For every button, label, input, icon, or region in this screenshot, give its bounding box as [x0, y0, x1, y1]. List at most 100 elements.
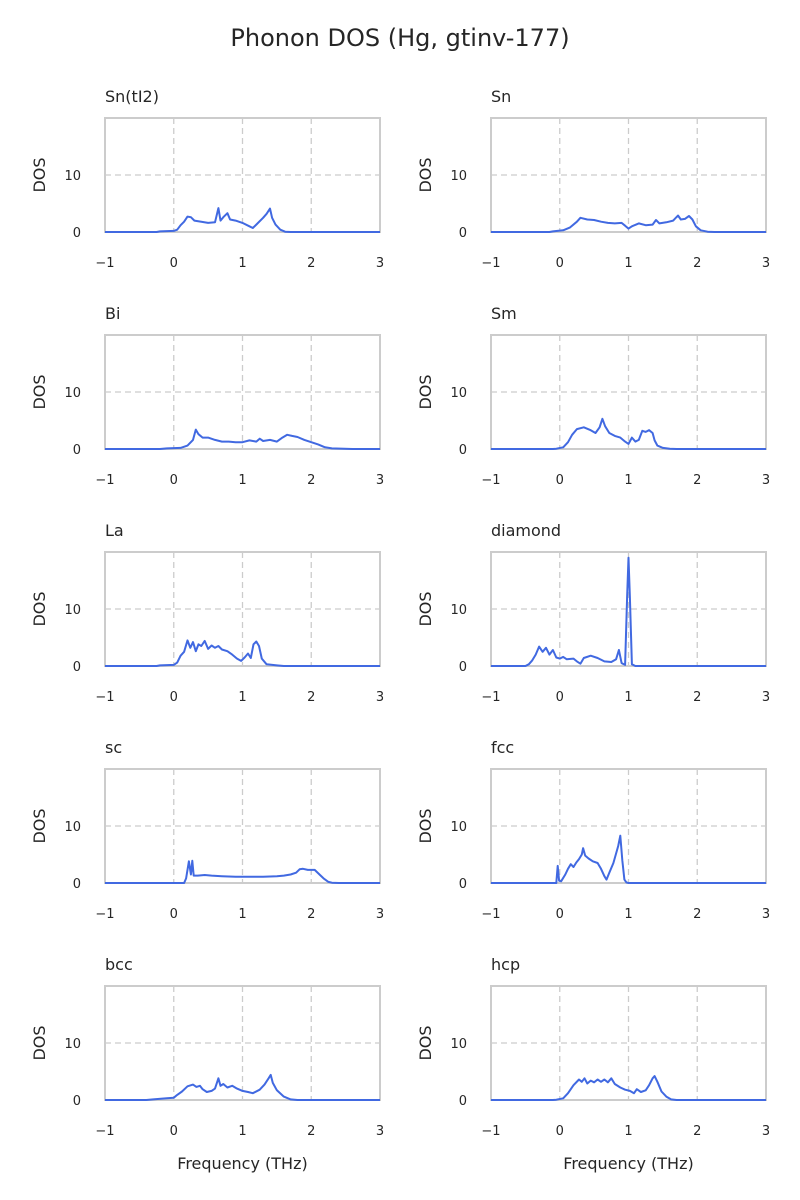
subplot-title: Sn(tI2)	[105, 87, 159, 106]
x-tick-label: 0	[170, 1124, 178, 1139]
x-tick-label: 3	[762, 690, 770, 705]
y-tick-label: 10	[64, 820, 81, 835]
subplot-9: −1 0 1 2 3 0 10 bcc DOS Frequency (THz)	[30, 955, 384, 1173]
x-tick-label: 1	[238, 473, 246, 488]
x-tick-label: 2	[307, 1124, 315, 1139]
x-tick-label: 3	[376, 690, 384, 705]
x-tick-label: 2	[693, 473, 701, 488]
y-axis-label: DOS	[30, 808, 49, 843]
x-tick-label: 3	[762, 907, 770, 922]
x-tick-label: 3	[762, 473, 770, 488]
subplot-2: −1 0 1 2 3 0 10 Sn DOS	[416, 87, 770, 271]
y-tick-label: 0	[73, 660, 81, 675]
figure-title: Phonon DOS (Hg, gtinv-177)	[230, 24, 569, 52]
subplot-3: −1 0 1 2 3 0 10 Bi DOS	[30, 304, 384, 488]
x-tick-label: 0	[170, 256, 178, 271]
subplot-title: Sm	[491, 304, 517, 323]
x-tick-label: −1	[95, 256, 114, 271]
subplot-10: −1 0 1 2 3 0 10 hcp DOS Frequency (THz)	[416, 955, 770, 1173]
y-axis-label: DOS	[416, 157, 435, 192]
dos-curve	[105, 639, 380, 667]
y-tick-label: 0	[73, 226, 81, 241]
x-tick-label: 2	[307, 256, 315, 271]
y-tick-label: 10	[64, 1037, 81, 1052]
subplot-8: −1 0 1 2 3 0 10 fcc DOS	[416, 738, 770, 922]
dos-curve	[491, 417, 766, 450]
x-tick-label: −1	[481, 256, 500, 271]
subplot-title: hcp	[491, 955, 520, 974]
x-tick-label: 0	[170, 473, 178, 488]
y-axis-label: DOS	[416, 808, 435, 843]
x-tick-label: 1	[238, 907, 246, 922]
x-tick-label: 0	[556, 907, 564, 922]
y-tick-label: 10	[450, 1037, 467, 1052]
x-tick-label: −1	[481, 907, 500, 922]
y-axis-label: DOS	[416, 591, 435, 626]
x-tick-label: 1	[238, 690, 246, 705]
subplot-title: bcc	[105, 955, 133, 974]
x-tick-label: 2	[693, 690, 701, 705]
x-tick-label: 3	[376, 256, 384, 271]
y-axis-label: DOS	[30, 1025, 49, 1060]
x-axis-label: Frequency (THz)	[563, 1154, 693, 1173]
y-axis-label: DOS	[30, 591, 49, 626]
y-tick-label: 0	[459, 226, 467, 241]
y-tick-label: 10	[64, 603, 81, 618]
y-axis-label: DOS	[30, 157, 49, 192]
y-tick-label: 10	[64, 386, 81, 401]
subplot-6: −1 0 1 2 3 0 10 diamond DOS	[416, 521, 770, 705]
y-tick-label: 0	[73, 1094, 81, 1109]
y-tick-label: 10	[450, 820, 467, 835]
subplot-5: −1 0 1 2 3 0 10 La DOS	[30, 521, 384, 705]
x-tick-label: 0	[556, 1124, 564, 1139]
y-axis-label: DOS	[416, 374, 435, 409]
x-tick-label: 1	[624, 256, 632, 271]
y-axis-label: DOS	[30, 374, 49, 409]
x-tick-label: 0	[170, 690, 178, 705]
y-tick-label: 10	[450, 169, 467, 184]
x-tick-label: 1	[624, 473, 632, 488]
x-tick-label: 2	[693, 256, 701, 271]
x-tick-label: 1	[624, 1124, 632, 1139]
subplot-7: −1 0 1 2 3 0 10 sc DOS	[30, 738, 384, 922]
dos-curve	[105, 428, 380, 450]
x-tick-label: 0	[556, 256, 564, 271]
x-tick-label: −1	[95, 690, 114, 705]
x-tick-label: 0	[556, 473, 564, 488]
dos-curve	[491, 1075, 766, 1101]
x-tick-label: 3	[762, 256, 770, 271]
x-tick-label: 2	[693, 1124, 701, 1139]
subplot-1: −1 0 1 2 3 0 10 Sn(tI2) DOS	[30, 87, 384, 271]
dos-curve	[491, 556, 766, 667]
subplot-title: Bi	[105, 304, 120, 323]
x-tick-label: 1	[238, 256, 246, 271]
dos-curve	[491, 214, 766, 233]
y-tick-label: 0	[459, 660, 467, 675]
x-tick-label: −1	[481, 473, 500, 488]
subplot-title: La	[105, 521, 124, 540]
subplot-4: −1 0 1 2 3 0 10 Sm DOS	[416, 304, 770, 488]
x-tick-label: 1	[624, 907, 632, 922]
x-tick-label: −1	[95, 907, 114, 922]
y-tick-label: 0	[459, 1094, 467, 1109]
x-tick-label: 1	[238, 1124, 246, 1139]
y-tick-label: 10	[450, 386, 467, 401]
dos-curve	[105, 859, 380, 884]
x-tick-label: −1	[95, 473, 114, 488]
subplot-title: sc	[105, 738, 122, 757]
x-tick-label: −1	[95, 1124, 114, 1139]
y-tick-label: 0	[459, 877, 467, 892]
x-tick-label: 3	[376, 473, 384, 488]
y-tick-label: 0	[73, 877, 81, 892]
y-tick-label: 10	[450, 603, 467, 618]
x-tick-label: −1	[481, 1124, 500, 1139]
x-tick-label: 2	[307, 907, 315, 922]
y-tick-label: 0	[459, 443, 467, 458]
x-axis-label: Frequency (THz)	[177, 1154, 307, 1173]
dos-curve	[491, 834, 766, 884]
dos-curve	[105, 207, 380, 233]
y-tick-label: 10	[64, 169, 81, 184]
x-tick-label: 2	[307, 473, 315, 488]
